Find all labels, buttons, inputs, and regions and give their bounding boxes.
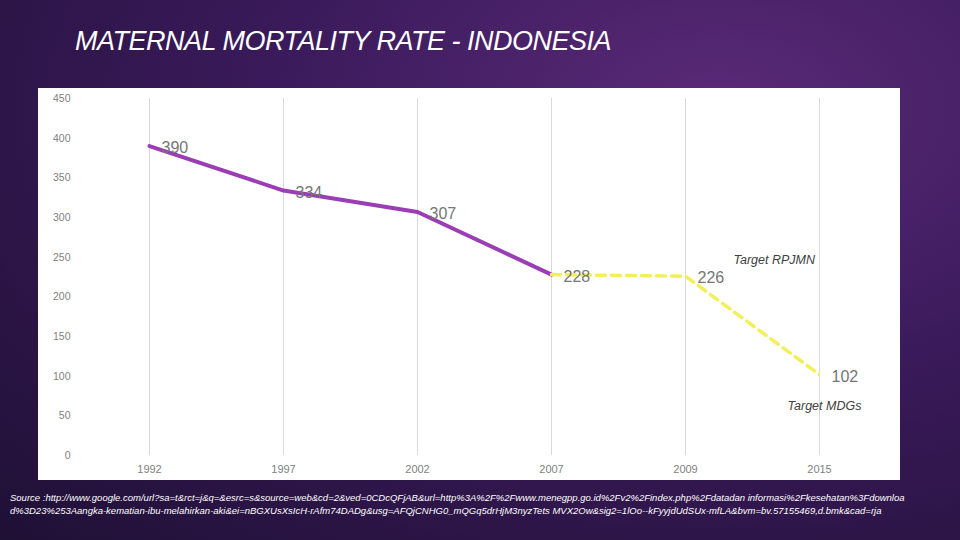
svg-text:390: 390 xyxy=(162,139,189,156)
svg-text:450: 450 xyxy=(53,92,71,104)
svg-text:2009: 2009 xyxy=(673,463,697,475)
html-text:Source :http://www.google.com/: Source :http://www.google.com/url?sa=t&r… xyxy=(10,492,905,516)
svg-text:307: 307 xyxy=(430,205,457,222)
svg-text:2002: 2002 xyxy=(405,463,429,475)
svg-text:2007: 2007 xyxy=(539,463,563,475)
svg-text:226: 226 xyxy=(698,269,725,286)
svg-text:102: 102 xyxy=(832,368,859,385)
svg-text:50: 50 xyxy=(59,409,71,421)
svg-text:300: 300 xyxy=(53,211,71,223)
svg-text:1997: 1997 xyxy=(271,463,295,475)
svg-text:2015: 2015 xyxy=(807,463,831,475)
svg-text:0: 0 xyxy=(65,449,71,461)
svg-text:400: 400 xyxy=(53,132,71,144)
svg-text:150: 150 xyxy=(53,330,71,342)
svg-text:1992: 1992 xyxy=(137,463,161,475)
svg-text:250: 250 xyxy=(53,251,71,263)
html-text:MATERNAL MORTALITY RATE - INDO: MATERNAL MORTALITY RATE - INDONESIA xyxy=(75,26,612,56)
svg-text:228: 228 xyxy=(564,268,591,285)
svg-text:350: 350 xyxy=(53,171,71,183)
svg-text:100: 100 xyxy=(53,370,71,382)
svg-text:334: 334 xyxy=(296,184,323,201)
svg-text:Target RPJMN: Target RPJMN xyxy=(734,253,816,267)
svg-text:Target MDGs: Target MDGs xyxy=(788,399,862,413)
svg-text:200: 200 xyxy=(53,290,71,302)
